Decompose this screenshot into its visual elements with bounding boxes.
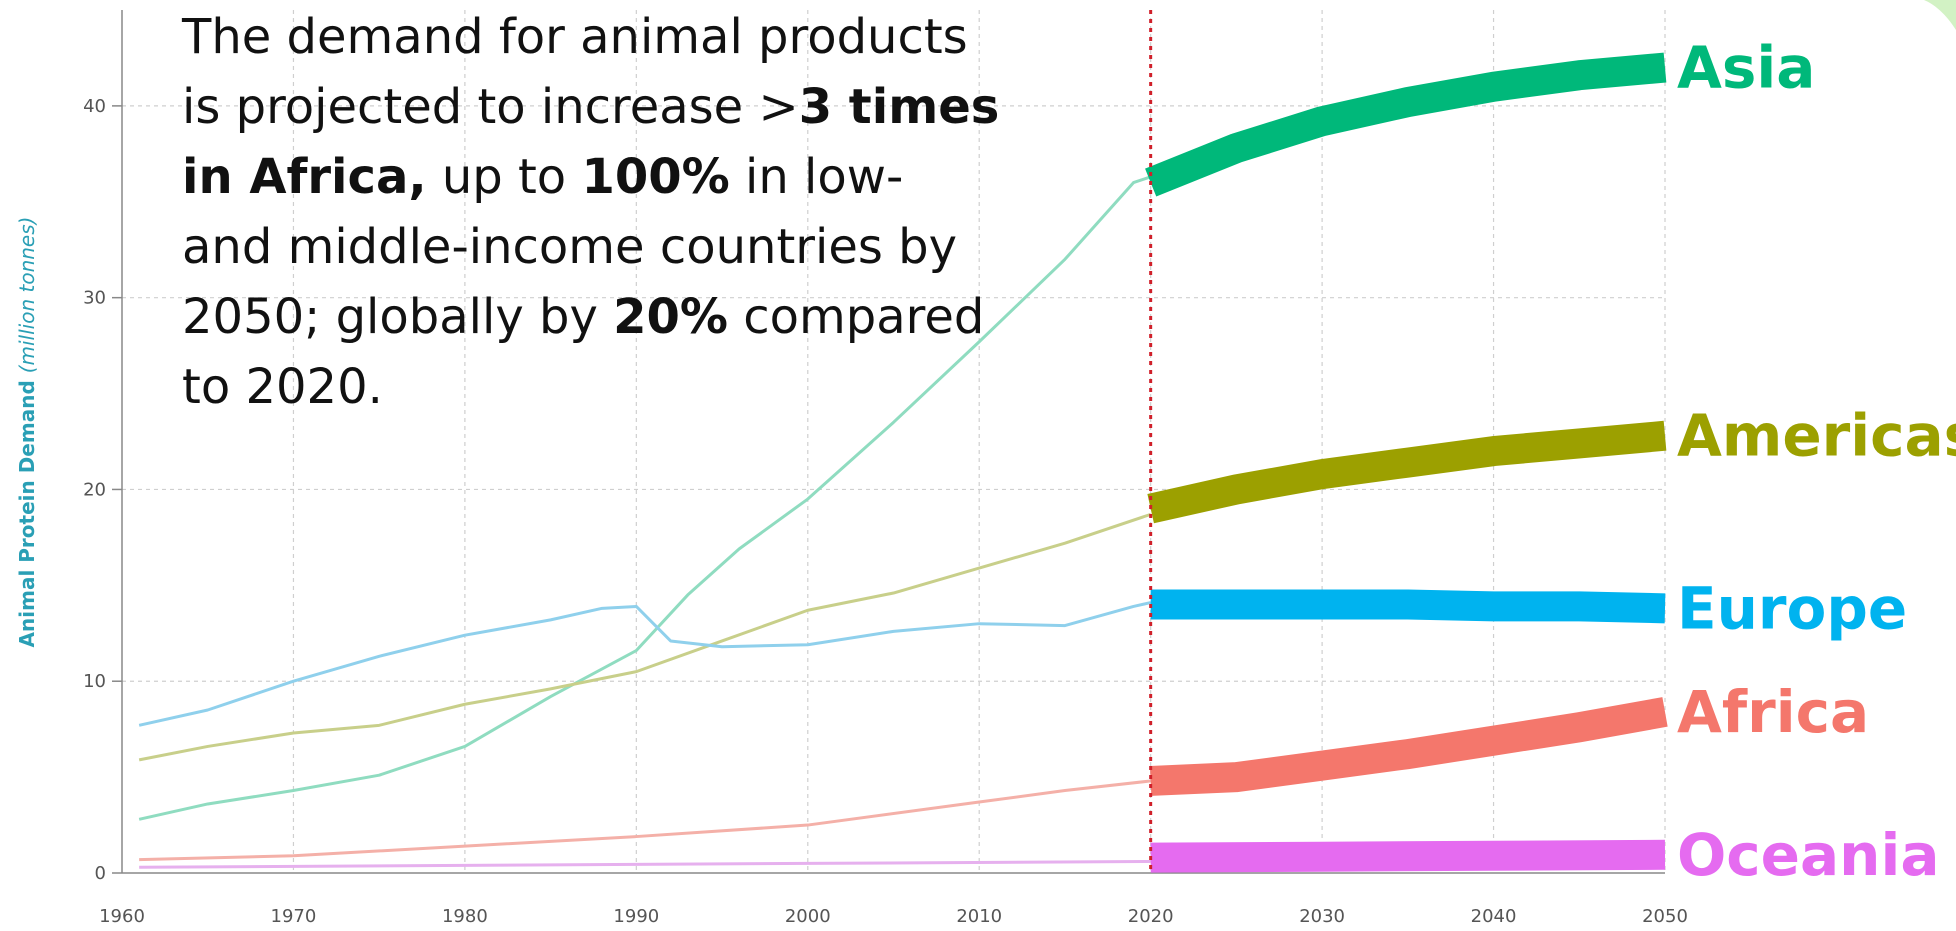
historical-lines [138, 175, 1152, 869]
x-tick-label: 2020 [1128, 906, 1174, 927]
series-label-africa: Africa [1677, 678, 1869, 746]
projection-band-asia [1145, 52, 1667, 197]
annotation-part-3: in low- and middle-income countries by 2… [182, 149, 958, 345]
y-tick-label: 20 [83, 479, 106, 500]
historical-line-oceania [139, 859, 1151, 869]
y-tick-label: 30 [83, 288, 106, 309]
annotation-bold-2: 100% [581, 149, 730, 205]
projection-bands [1145, 52, 1668, 873]
historical-line-asia [138, 175, 1152, 821]
x-tick-label: 1960 [99, 906, 145, 927]
leaf-decoration-icon [1924, 0, 1956, 30]
historical-line-europe [138, 601, 1151, 727]
y-tick-label: 10 [83, 671, 106, 692]
x-tick-label: 2050 [1642, 906, 1688, 927]
x-tick-label: 1990 [613, 906, 659, 927]
annotation-bold-3: 20% [613, 289, 728, 345]
y-axis-label: Animal Protein Demand (million tonnes) [15, 217, 39, 648]
y-axis-label-main: Animal Protein Demand [15, 380, 39, 647]
annotation-bold-1: 3 times in Africa, [182, 79, 1000, 205]
annotation-part-4: compared to 2020. [182, 289, 985, 415]
x-tick-label: 2040 [1471, 906, 1517, 927]
x-tick-label: 2030 [1299, 906, 1345, 927]
series-label-asia: Asia [1677, 34, 1815, 102]
x-tick-label: 2010 [956, 906, 1002, 927]
series-labels: Asia Americas Europe Africa Oceania [1677, 34, 1956, 889]
series-label-europe: Europe [1677, 574, 1907, 642]
series-label-americas: Americas [1677, 402, 1956, 470]
y-axis-label-unit: (million tonnes) [15, 217, 39, 374]
y-tick-label: 0 [95, 863, 106, 884]
x-tick-label: 2000 [785, 906, 831, 927]
x-tick-label: 1970 [271, 906, 317, 927]
annotation-part-1: The demand for animal products is projec… [182, 9, 968, 135]
projection-band-oceania [1150, 839, 1666, 873]
tick-labels: 1960 1970 1980 1990 2000 2010 2020 2030 2040 2050… [83, 96, 1688, 927]
projection-band-africa [1149, 697, 1668, 796]
annotation-part-2: up to [426, 149, 582, 205]
historical-line-americas [138, 512, 1152, 762]
annotation-text: The demand for animal products is projec… [182, 2, 1002, 422]
projection-band-americas [1147, 420, 1667, 524]
grid [122, 10, 1666, 873]
series-label-oceania: Oceania [1677, 821, 1939, 889]
axes [112, 10, 1665, 874]
projection-band-europe [1150, 589, 1666, 624]
y-tick-label: 40 [83, 96, 106, 117]
x-tick-label: 1980 [442, 906, 488, 927]
historical-line-africa [139, 779, 1151, 862]
